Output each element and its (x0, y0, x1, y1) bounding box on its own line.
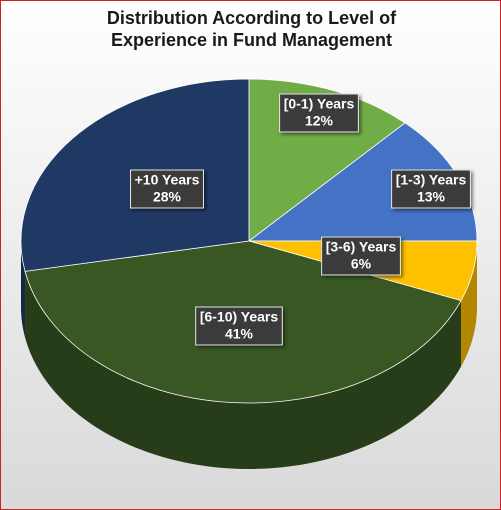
chart-title: Distribution According to Level of Exper… (106, 8, 397, 50)
pie-slice-side (21, 241, 26, 338)
category-label: [3-6) Years (326, 239, 397, 255)
pie-slice-side (25, 271, 461, 469)
value-label: 12% (305, 113, 334, 129)
data-label-box (195, 306, 283, 346)
data-label-box (391, 169, 471, 209)
category-label: +10 Years (135, 172, 200, 188)
data-label-box (321, 236, 401, 276)
data-label-box (279, 93, 359, 133)
data-label-box (130, 169, 204, 209)
category-label: [1-3) Years (396, 172, 467, 188)
category-label: [0-1) Years (284, 96, 355, 112)
value-label: 13% (417, 189, 446, 205)
category-label: [6-10) Years (200, 309, 279, 325)
value-label: 28% (153, 189, 182, 205)
value-label: 41% (225, 326, 254, 342)
value-label: 6% (351, 256, 372, 272)
